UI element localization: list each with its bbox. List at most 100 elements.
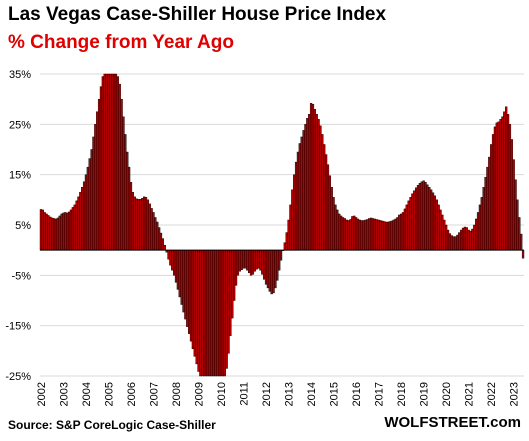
- bar: [309, 102, 313, 251]
- bar: [298, 143, 301, 251]
- bar: [251, 249, 255, 275]
- bar: [452, 236, 455, 251]
- bar: [287, 219, 290, 251]
- x-tick-label: 2012: [261, 382, 273, 406]
- bar: [311, 103, 315, 251]
- bar: [41, 209, 44, 251]
- bar: [441, 214, 444, 251]
- bar: [499, 119, 502, 251]
- bar: [64, 212, 67, 251]
- bar: [278, 249, 281, 271]
- bar: [229, 249, 232, 336]
- bar: [501, 116, 504, 251]
- bar: [210, 249, 213, 377]
- bar: [124, 134, 127, 251]
- bar: [227, 249, 230, 354]
- bar: [450, 235, 453, 251]
- source-note: Source: S&P CoreLogic Case-Shiller: [8, 418, 216, 432]
- bar: [82, 181, 86, 251]
- bar: [414, 187, 418, 251]
- bar: [75, 200, 78, 251]
- bar: [469, 230, 472, 251]
- bar: [203, 249, 206, 377]
- bar: [116, 76, 119, 251]
- bar: [197, 249, 200, 372]
- bar: [184, 249, 187, 320]
- bar: [144, 197, 148, 251]
- bar: [71, 207, 74, 251]
- bar: [172, 249, 176, 276]
- bar: [47, 215, 50, 251]
- bar: [379, 220, 382, 251]
- bar: [242, 249, 245, 269]
- bar: [90, 149, 93, 251]
- bar: [428, 187, 431, 251]
- bar: [142, 196, 146, 251]
- bar: [368, 218, 371, 251]
- bar: [321, 134, 324, 251]
- bar: [454, 236, 457, 251]
- bar: [169, 249, 172, 266]
- bar: [208, 249, 211, 377]
- bar: [216, 249, 219, 377]
- bar: [326, 164, 330, 251]
- bar: [467, 229, 470, 251]
- bar: [234, 249, 238, 286]
- bar: [291, 189, 294, 251]
- bars: [39, 73, 525, 377]
- bar: [508, 124, 512, 251]
- bar: [193, 249, 196, 357]
- x-tick-label: 2014: [306, 382, 318, 406]
- bar: [129, 182, 133, 251]
- bar: [398, 214, 401, 251]
- bar: [366, 219, 369, 251]
- bar: [411, 193, 414, 251]
- bar: [315, 114, 318, 251]
- bar: [60, 213, 63, 251]
- bar: [505, 106, 508, 251]
- bar: [506, 114, 510, 251]
- x-tick-label: 2002: [36, 382, 48, 406]
- bar: [270, 249, 273, 295]
- bar: [43, 212, 46, 251]
- bar: [182, 249, 185, 313]
- bar: [56, 217, 59, 251]
- bar: [353, 215, 356, 251]
- x-tick-label: 2003: [58, 382, 70, 406]
- bar: [120, 98, 123, 251]
- x-tick-label: 2005: [104, 382, 116, 406]
- bar: [403, 208, 407, 251]
- bar: [191, 249, 195, 350]
- bar: [99, 86, 103, 251]
- bar: [103, 73, 106, 251]
- bar: [261, 249, 264, 275]
- bar: [324, 154, 328, 251]
- chart-subtitle: % Change from Year Ago: [8, 32, 234, 53]
- bar: [178, 249, 181, 298]
- bar: [257, 249, 260, 269]
- bar: [392, 219, 395, 251]
- bar: [446, 229, 450, 251]
- bar: [458, 232, 461, 251]
- bar: [231, 249, 234, 319]
- bar: [347, 220, 350, 251]
- bar: [157, 227, 161, 251]
- x-tick-label: 2011: [239, 382, 251, 406]
- bar: [264, 249, 268, 285]
- bar: [69, 209, 73, 251]
- x-tick-label: 2022: [486, 382, 498, 406]
- bar: [49, 216, 52, 251]
- x-tick-label: 2015: [329, 382, 341, 406]
- chart-title: Las Vegas Case-Shiller House Price Index: [8, 4, 387, 25]
- bar: [219, 249, 223, 377]
- bar: [493, 126, 497, 251]
- bar: [516, 199, 519, 251]
- bar: [52, 218, 56, 251]
- bar: [107, 73, 110, 251]
- bar: [204, 249, 208, 377]
- x-tick-label: 2021: [464, 382, 476, 406]
- bar: [521, 249, 525, 259]
- bar: [405, 204, 408, 251]
- bar: [381, 220, 384, 251]
- bar: [471, 228, 474, 251]
